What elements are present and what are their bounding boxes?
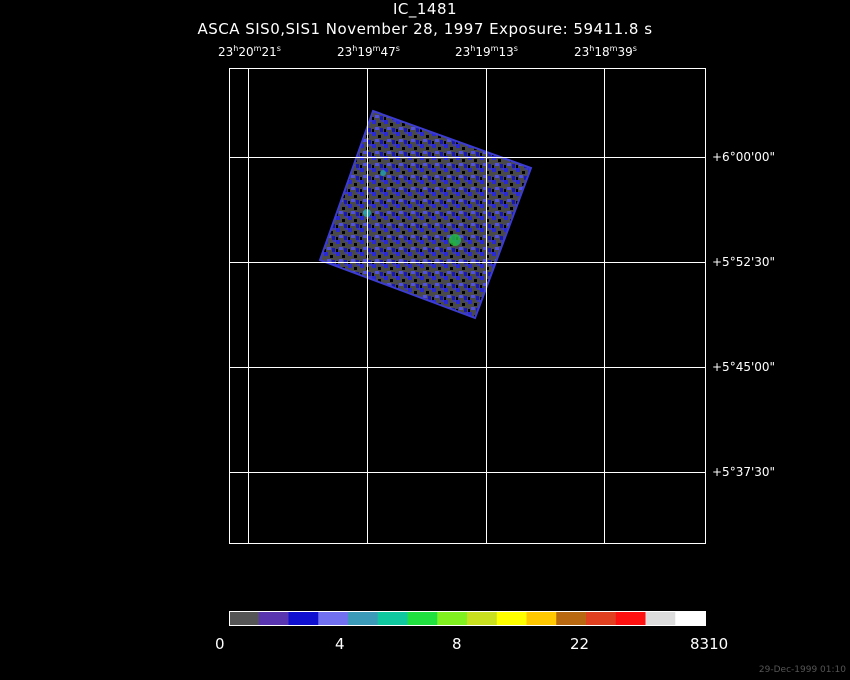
colorbar-swatch [288, 611, 319, 625]
plot-title: IC_1481 [392, 0, 458, 18]
dec-label-1: +6°00'00" [712, 150, 776, 164]
plot-frame [229, 68, 706, 544]
colorbar-swatch [318, 611, 349, 625]
coordinate-grid [229, 68, 705, 543]
colorbar-swatch [407, 611, 438, 625]
colorbar-label-2: 8 [452, 635, 462, 653]
colorbar-swatch [467, 611, 498, 625]
plot-subtitle: ASCA SIS0,SIS1 November 28, 1997 Exposur… [197, 20, 653, 38]
ra-label-2: 23h19m47s [337, 44, 400, 59]
exposure-footprint [318, 109, 533, 320]
colorbar-label-1: 4 [335, 635, 345, 653]
colorbar [229, 611, 706, 626]
colorbar-swatch [496, 611, 527, 625]
bright-source [449, 234, 461, 246]
colorbar-swatch [645, 611, 676, 625]
dec-label-3: +5°45'00" [712, 360, 776, 374]
colorbar-swatch [675, 611, 706, 625]
colorbar-swatch [377, 611, 408, 625]
dec-label-4: +5°37'30" [712, 465, 776, 479]
colorbar-label-0: 0 [215, 635, 225, 653]
source-3 [380, 170, 386, 176]
colorbar-swatch [348, 611, 379, 625]
colorbar-swatch [615, 611, 646, 625]
colorbar-label-3: 22 [570, 635, 590, 653]
colorbar-label-4: 8310 [690, 635, 729, 653]
dec-label-2: +5°52'30" [712, 255, 776, 269]
ra-label-3: 23h19m13s [455, 44, 518, 59]
ra-label-1: 23h20m21s [218, 44, 281, 59]
colorbar-swatch [526, 611, 557, 625]
colorbar-swatch [437, 611, 468, 625]
colorbar-swatch [556, 611, 587, 625]
colorbar-swatch [229, 611, 260, 625]
colorbar-swatch [258, 611, 289, 625]
timestamp: 29-Dec-1999 01:10 [758, 665, 846, 675]
colorbar-border [229, 611, 706, 626]
ra-label-4: 23h18m39s [574, 44, 637, 59]
colorbar-swatch [586, 611, 617, 625]
